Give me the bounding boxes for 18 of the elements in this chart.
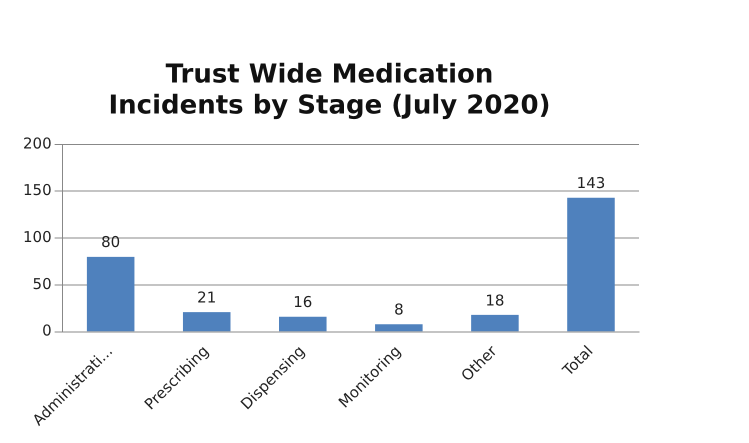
data-label: 18 (485, 291, 504, 310)
data-label: 16 (293, 293, 312, 312)
bar (375, 324, 423, 332)
y-tick-label: 0 (42, 322, 52, 340)
bar (567, 198, 615, 332)
y-tick-label: 200 (22, 134, 52, 152)
bar (471, 314, 519, 332)
y-tick-label: 50 (32, 274, 52, 293)
data-label: 8 (394, 300, 404, 319)
data-label: 143 (576, 174, 606, 192)
bar (279, 316, 327, 332)
y-tick-label: 150 (22, 181, 52, 200)
y-tick-label: 100 (22, 228, 52, 246)
data-label: 80 (101, 233, 120, 252)
bar (182, 312, 230, 332)
data-label: 21 (197, 288, 216, 306)
chart-title: Trust Wide Medication Incidents by Stage (July 2020) (108, 59, 551, 121)
bar (86, 256, 134, 332)
